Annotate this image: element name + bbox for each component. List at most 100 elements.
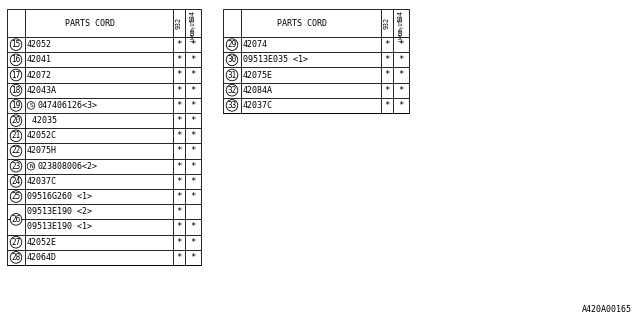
Text: *: * [176,86,182,95]
Circle shape [10,54,22,66]
Circle shape [10,191,22,202]
Text: 934: 934 [398,10,404,22]
Text: *: * [398,86,404,95]
Text: *: * [190,86,196,95]
Text: *: * [398,55,404,64]
Text: *: * [176,70,182,79]
Text: *: * [384,86,390,95]
Text: *: * [190,253,196,262]
Text: 20: 20 [12,116,20,125]
Text: *: * [384,101,390,110]
Text: *: * [190,147,196,156]
Text: *: * [190,70,196,79]
Text: 17: 17 [12,70,20,79]
Text: *: * [190,238,196,247]
Text: 42052E: 42052E [27,238,57,247]
Text: PARTS CORD: PARTS CORD [65,19,115,28]
Text: *: * [176,253,182,262]
Text: *: * [176,207,182,216]
Text: 42072: 42072 [27,70,52,79]
Text: 09513E035 <1>: 09513E035 <1> [243,55,308,64]
Text: A420A00165: A420A00165 [582,305,632,314]
Text: *: * [190,55,196,64]
Text: 047406126<3>: 047406126<3> [37,101,97,110]
Text: 09516G260 <1>: 09516G260 <1> [27,192,92,201]
Text: 15: 15 [12,40,20,49]
Text: 27: 27 [12,238,20,247]
Text: <U0,U1>: <U0,U1> [191,15,195,37]
Text: *: * [384,40,390,49]
Text: 023808006<2>: 023808006<2> [37,162,97,171]
Text: 934: 934 [190,10,196,22]
Circle shape [10,69,22,81]
Text: 30: 30 [227,55,237,64]
Bar [7,9,201,265]
Circle shape [226,69,238,81]
Text: 932: 932 [384,17,390,29]
Circle shape [10,252,22,263]
Text: 16: 16 [12,55,20,64]
Text: 42037C: 42037C [27,177,57,186]
Text: 42064D: 42064D [27,253,57,262]
Text: 28: 28 [12,253,20,262]
Text: PARTS CORD: PARTS CORD [277,19,327,28]
Text: *: * [190,131,196,140]
Circle shape [10,214,22,225]
Text: 42074: 42074 [243,40,268,49]
Text: *: * [176,55,182,64]
Text: 26: 26 [12,215,20,224]
Text: 42075E: 42075E [243,70,273,79]
Text: 09513E190 <1>: 09513E190 <1> [27,222,92,231]
Circle shape [226,39,238,51]
Text: *: * [190,40,196,49]
Circle shape [10,236,22,248]
Text: *: * [190,177,196,186]
Text: 932: 932 [176,17,182,29]
Circle shape [27,162,35,170]
Text: 42052: 42052 [27,40,52,49]
Text: *: * [190,116,196,125]
Text: 24: 24 [12,177,20,186]
Text: *: * [176,101,182,110]
Text: 42043A: 42043A [27,86,57,95]
Circle shape [10,115,22,126]
Text: U<CO>: U<CO> [191,26,195,41]
Text: *: * [176,116,182,125]
Text: U<CO>: U<CO> [399,26,403,41]
Text: *: * [190,162,196,171]
Text: *: * [176,131,182,140]
Text: 42035: 42035 [27,116,57,125]
Text: *: * [190,222,196,231]
Text: 32: 32 [227,86,237,95]
Text: *: * [384,55,390,64]
Text: 22: 22 [12,147,20,156]
Circle shape [10,130,22,141]
Text: 42084A: 42084A [243,86,273,95]
Circle shape [226,100,238,111]
Text: 42075H: 42075H [27,147,57,156]
Circle shape [10,176,22,187]
Text: *: * [190,192,196,201]
Text: 19: 19 [12,101,20,110]
Text: *: * [176,222,182,231]
Text: 33: 33 [227,101,237,110]
Text: 29: 29 [227,40,237,49]
Text: 23: 23 [12,162,20,171]
Text: 09513E190 <2>: 09513E190 <2> [27,207,92,216]
Text: 18: 18 [12,86,20,95]
Text: 21: 21 [12,131,20,140]
Circle shape [226,84,238,96]
Text: <U0,U1>: <U0,U1> [399,15,403,37]
Text: 31: 31 [227,70,237,79]
Text: S: S [29,103,33,108]
Text: *: * [176,162,182,171]
Text: *: * [384,70,390,79]
Circle shape [226,54,238,66]
Text: *: * [398,40,404,49]
Circle shape [10,39,22,51]
Text: *: * [398,70,404,79]
Circle shape [10,100,22,111]
Bar [223,9,409,113]
Text: 25: 25 [12,192,20,201]
Text: *: * [176,238,182,247]
